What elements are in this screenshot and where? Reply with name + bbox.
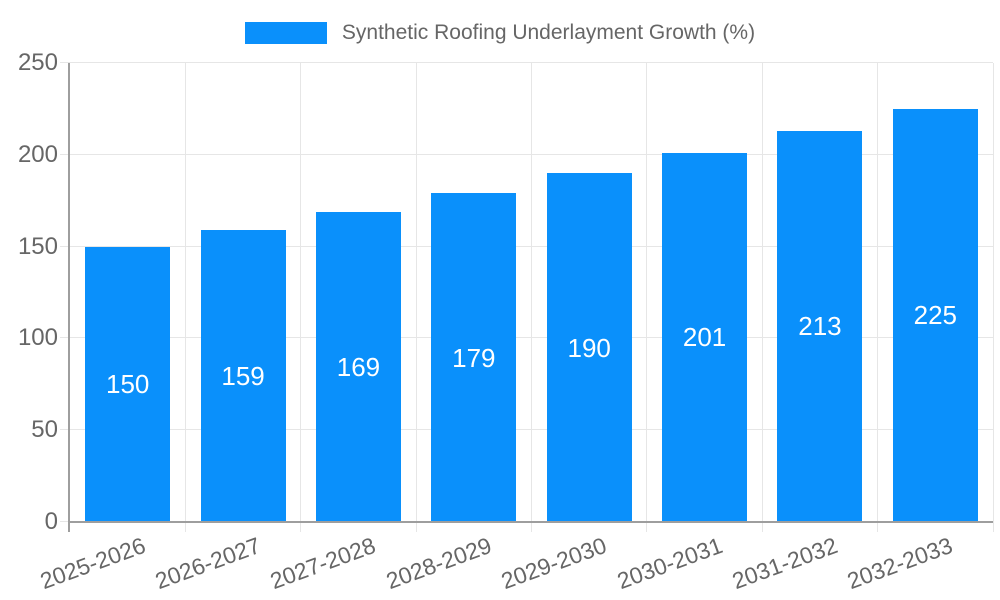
bar-value-label: 225 (913, 300, 957, 331)
y-gridline (60, 62, 993, 63)
x-gridline (877, 63, 879, 532)
bar[interactable]: 213 (777, 130, 863, 522)
x-gridline (761, 63, 763, 532)
x-gridline (531, 63, 532, 532)
y-tick-label: 50 (31, 416, 58, 444)
y-tick-label: 150 (17, 232, 58, 260)
x-gridline (992, 63, 994, 532)
y-axis-tick (60, 521, 70, 522)
bar-value-label: 190 (567, 332, 611, 363)
x-tick-label: 2031-2032 (728, 532, 841, 595)
y-tick-label: 200 (17, 140, 58, 168)
y-gridline (60, 153, 993, 155)
bar[interactable]: 179 (431, 193, 517, 522)
bar-value-label: 159 (221, 361, 265, 392)
y-axis-line (68, 63, 70, 532)
bar[interactable]: 225 (892, 108, 978, 522)
y-tick-label: 0 (44, 508, 58, 535)
x-tick-label: 2032-2033 (843, 532, 957, 595)
y-tick-label: 100 (17, 324, 58, 352)
bar-value-label: 150 (105, 369, 150, 400)
x-tick-label: 2030-2031 (613, 532, 726, 595)
legend-item[interactable]: Synthetic Roofing Underlayment Growth (%… (244, 21, 756, 44)
y-gridline (60, 337, 993, 339)
bar[interactable]: 159 (200, 230, 286, 522)
legend-color-swatch (244, 22, 327, 44)
bar-value-label: 179 (452, 342, 496, 373)
x-tick-label: 2027-2028 (267, 532, 380, 595)
x-tick-label: 2028-2029 (382, 532, 495, 595)
bar[interactable]: 201 (662, 152, 748, 522)
y-gridline (60, 429, 993, 431)
x-axis-line (70, 521, 993, 523)
x-tick-label: 2025-2026 (36, 532, 149, 595)
legend-label: Synthetic Roofing Underlayment Growth (%… (341, 21, 756, 44)
bar-value-label: 201 (682, 322, 727, 353)
x-tick-label: 2029-2030 (497, 532, 611, 595)
x-gridline (646, 63, 648, 532)
bar-value-label: 213 (798, 311, 842, 342)
x-tick-label: 2026-2027 (151, 532, 264, 595)
chart-legend: Synthetic Roofing Underlayment Growth (%… (0, 22, 1000, 44)
bar-value-label: 169 (336, 351, 381, 382)
y-gridline (60, 245, 993, 247)
x-gridline (415, 63, 417, 532)
bar[interactable]: 190 (546, 173, 632, 522)
y-tick-label: 250 (17, 49, 58, 76)
x-gridline (184, 63, 186, 532)
bar[interactable]: 169 (315, 211, 401, 522)
bar[interactable]: 150 (85, 246, 171, 522)
x-gridline (300, 63, 302, 532)
